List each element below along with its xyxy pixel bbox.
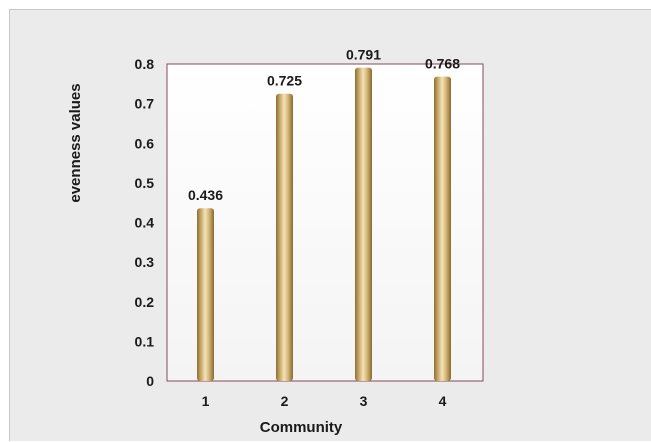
data-label: 0.725 [267, 73, 302, 89]
y-tick-label: 0 [146, 373, 154, 389]
y-tick-label: 0.4 [135, 215, 155, 231]
data-label: 0.436 [188, 187, 223, 203]
y-axis-title: evenness values [67, 83, 84, 202]
x-axis-title: Community [260, 419, 343, 436]
bar-community-2 [276, 93, 293, 381]
bar-community-4 [434, 76, 451, 382]
y-tick-label: 0.7 [135, 96, 155, 112]
bars [197, 67, 451, 382]
data-labels: 0.436 0.725 0.791 0.768 [188, 47, 460, 204]
bar-community-1 [197, 208, 214, 381]
bar-chart: 0 0.1 0.2 0.3 0.4 0.5 0.6 0.7 0.8 1 2 3 4 0.436 0.72… [67, 47, 484, 436]
bar-community-3 [355, 67, 372, 381]
y-tick-label: 0.1 [135, 333, 155, 349]
y-tick-label: 0.5 [135, 175, 155, 191]
data-label: 0.768 [425, 56, 460, 72]
y-tick-label: 0.3 [135, 254, 155, 270]
y-tick-label: 0.8 [135, 56, 155, 72]
data-label: 0.791 [346, 47, 381, 63]
x-tick-label: 4 [439, 393, 447, 409]
x-tick-label: 2 [281, 393, 289, 409]
y-tick-label: 0.2 [135, 294, 155, 310]
x-tick-label: 3 [360, 393, 368, 409]
x-axis: 1 2 3 4 [202, 393, 447, 409]
y-tick-label: 0.6 [135, 135, 155, 151]
x-tick-label: 1 [202, 393, 210, 409]
chart-figure: 0 0.1 0.2 0.3 0.4 0.5 0.6 0.7 0.8 1 2 3 4 0.436 0.72… [9, 9, 651, 441]
y-axis: 0 0.1 0.2 0.3 0.4 0.5 0.6 0.7 0.8 [135, 56, 155, 389]
plot-area [166, 63, 484, 382]
